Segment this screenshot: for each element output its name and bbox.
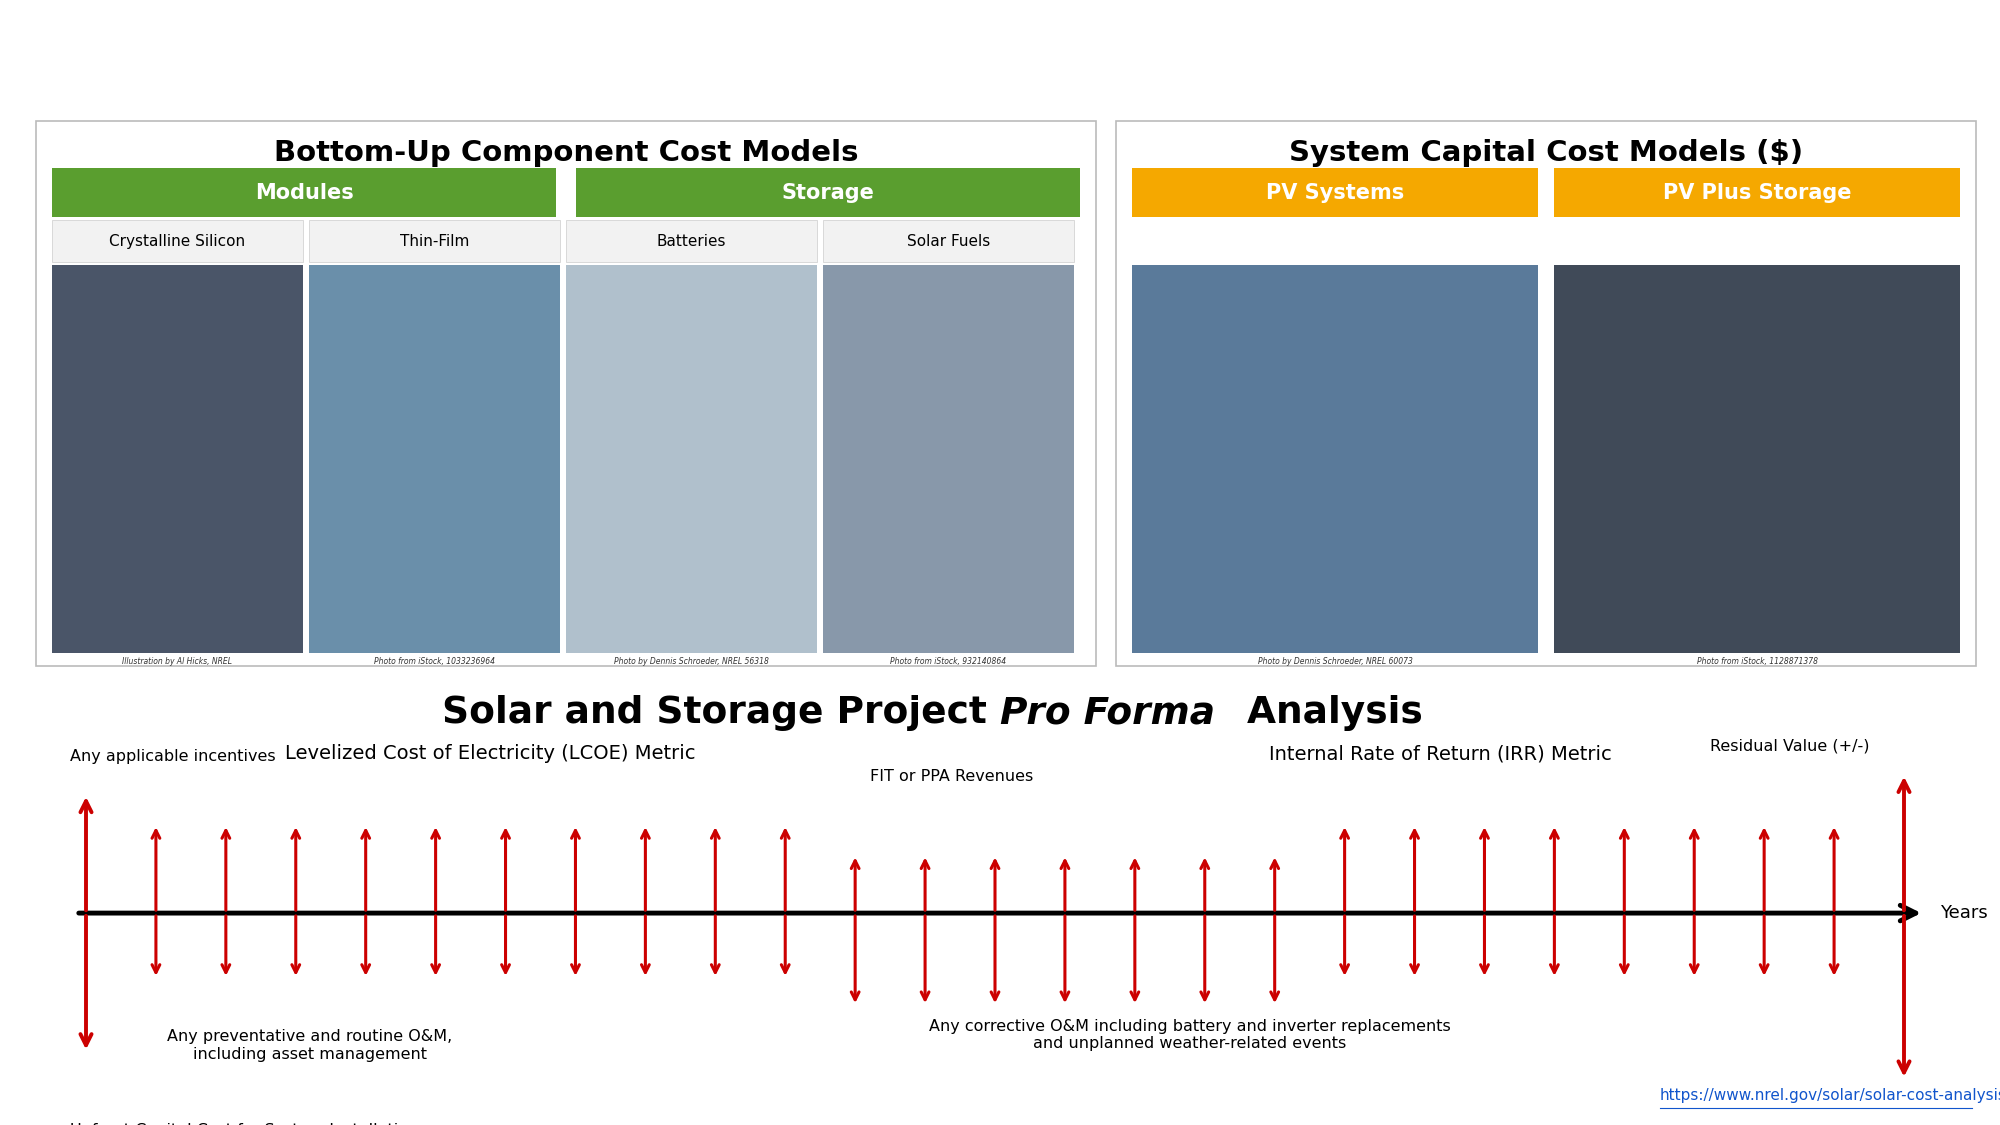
Bar [1554,266,1960,652]
Bar [566,219,818,262]
Bar [308,219,560,262]
Bar [1132,169,1538,217]
Text: Photo by Dennis Schroeder, NREL 56318: Photo by Dennis Schroeder, NREL 56318 [614,657,768,666]
Text: Levelized Cost of Electricity (LCOE) Metric: Levelized Cost of Electricity (LCOE) Met… [284,744,696,763]
Text: Photo from iStock, 1033236964: Photo from iStock, 1033236964 [374,657,496,666]
Bar [1132,266,1538,652]
Bar [576,169,1080,217]
Bar [52,219,304,262]
Text: https://www.nrel.gov/solar/solar-cost-analysis.html: https://www.nrel.gov/solar/solar-cost-an… [1660,1088,2000,1102]
Text: Bottom-Up Component Cost Models: Bottom-Up Component Cost Models [274,140,858,168]
Text: Solar and Storage Project: Solar and Storage Project [442,695,1000,731]
Bar [308,266,560,652]
Text: Photo by Dennis Schroeder, NREL 60073: Photo by Dennis Schroeder, NREL 60073 [1258,657,1412,666]
Text: Residual Value (+/-): Residual Value (+/-) [1710,739,1870,754]
Text: Years: Years [1940,904,1988,922]
Bar [52,169,556,217]
Text: Storage: Storage [782,182,874,202]
Bar [824,219,1074,262]
Text: System Capital Cost Models ($): System Capital Cost Models ($) [1288,140,1804,168]
Text: PV Plus Storage: PV Plus Storage [1662,182,1852,202]
Text: Solar Fuels: Solar Fuels [906,234,990,249]
Text: Illustration by Al Hicks, NREL: Illustration by Al Hicks, NREL [122,657,232,666]
Text: PV Systems: PV Systems [1266,182,1404,202]
Text: Photo from iStock, 932140864: Photo from iStock, 932140864 [890,657,1006,666]
Bar [566,266,818,652]
Text: Modules: Modules [254,182,354,202]
Text: FIT or PPA Revenues: FIT or PPA Revenues [870,768,1034,784]
Bar [824,266,1074,652]
Bar [36,120,1096,666]
Text: Internal Rate of Return (IRR) Metric: Internal Rate of Return (IRR) Metric [1268,744,1612,763]
Text: Any applicable incentives: Any applicable incentives [70,749,276,764]
Text: Any corrective O&M including battery and inverter replacements
and unplanned wea: Any corrective O&M including battery and… [930,1019,1450,1052]
Text: Pro Forma: Pro Forma [1000,695,1216,731]
Text: Analysis: Analysis [1234,695,1422,731]
Text: Batteries: Batteries [656,234,726,249]
Text: Photo from iStock, 1128871378: Photo from iStock, 1128871378 [1696,657,1818,666]
Bar [1554,169,1960,217]
Text: Upfront Capital Cost for System Installation: Upfront Capital Cost for System Installa… [70,1123,418,1125]
Bar [52,266,304,652]
Text: Crystalline Silicon: Crystalline Silicon [110,234,246,249]
Bar [1116,120,1976,666]
Text: Thin-Film: Thin-Film [400,234,470,249]
Text: NREL’s Solar + Storage Technoeconomic Analysis Portfolio: NREL’s Solar + Storage Technoeconomic An… [44,35,1596,81]
Text: Any preventative and routine O&M,
including asset management: Any preventative and routine O&M, includ… [168,1029,452,1062]
